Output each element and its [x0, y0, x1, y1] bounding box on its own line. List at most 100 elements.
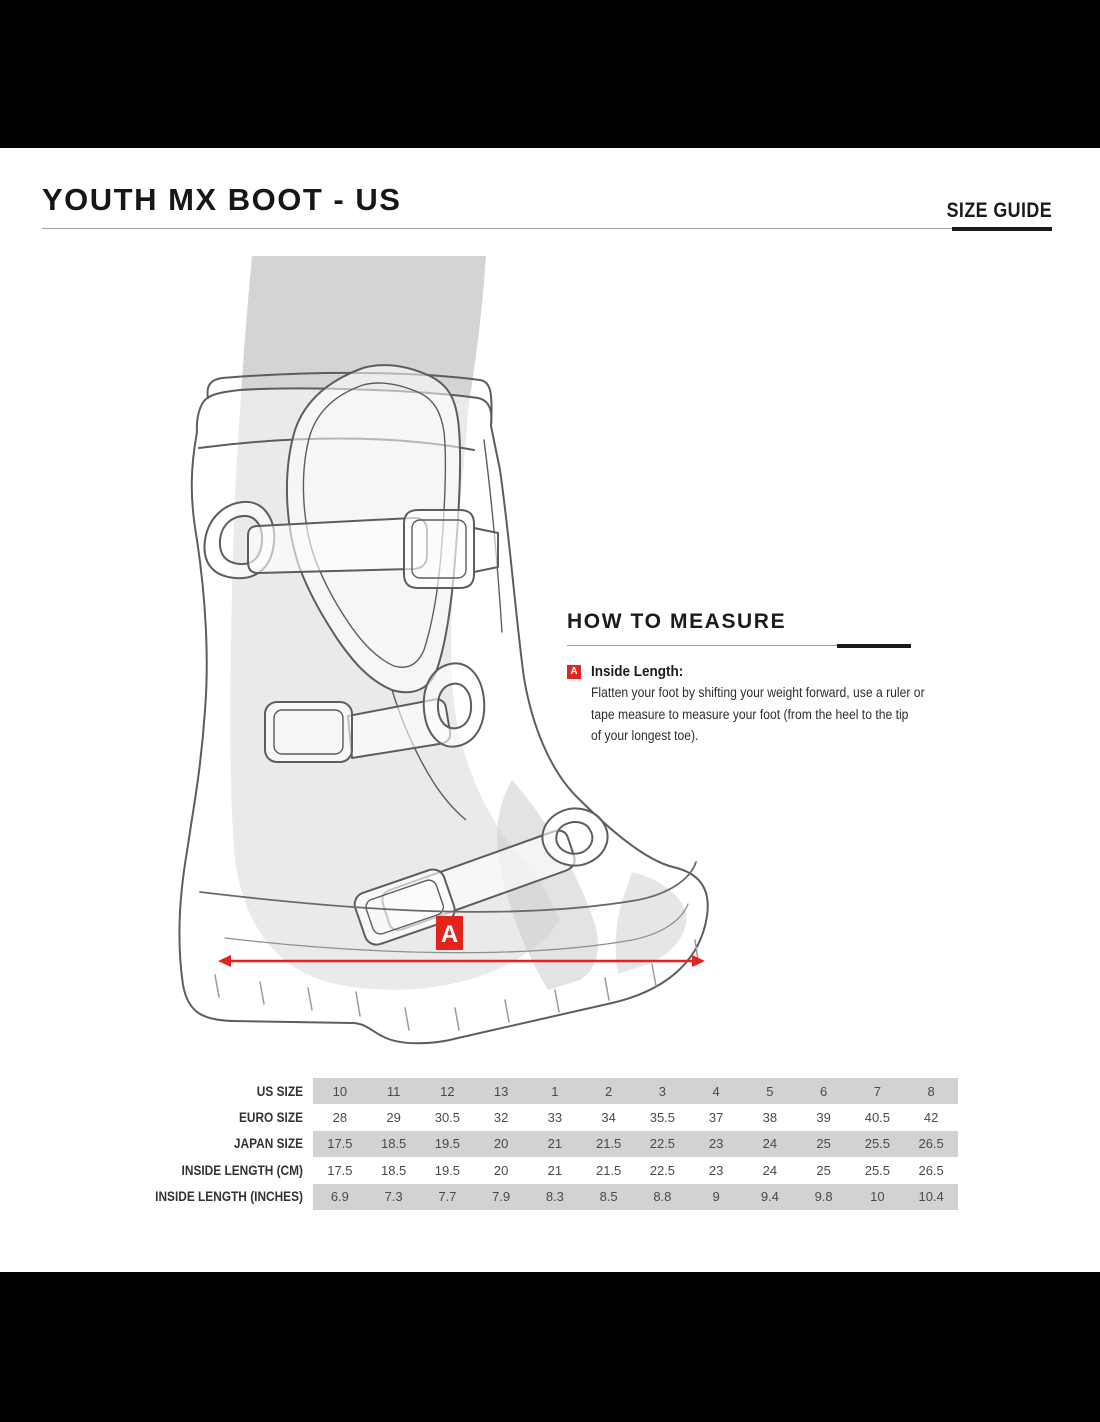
measure-marker-a: A — [441, 921, 458, 948]
size-cell: 23 — [708, 1162, 724, 1178]
size-cell: 25 — [816, 1162, 831, 1178]
size-cell: 21.5 — [595, 1162, 622, 1178]
size-cell: 35.5 — [649, 1110, 676, 1126]
size-cell: 13 — [493, 1083, 509, 1099]
size-cell: 25 — [816, 1136, 831, 1152]
inside-length-description: Flatten your foot by shifting your weigh… — [591, 682, 925, 747]
size-cell: 8.3 — [545, 1189, 564, 1205]
size-cell: 10 — [870, 1189, 885, 1205]
size-guide-label: SIZE GUIDE — [946, 199, 1052, 222]
row-values: 6.9 7.3 7.7 7.9 8.3 8.5 8.8 9 9.4 9.8 10 10.4 — [313, 1183, 958, 1210]
size-cell: 21.5 — [595, 1136, 622, 1152]
description-line: Flatten your foot by shifting your weigh… — [591, 685, 925, 700]
size-cell: 7 — [873, 1083, 881, 1099]
page-title: YOUTH MX BOOT - US — [42, 182, 402, 217]
size-cell: 26.5 — [918, 1136, 944, 1152]
size-cell: 3 — [658, 1083, 666, 1099]
size-cell: 7.9 — [492, 1189, 511, 1205]
row-label: US SIZE — [256, 1083, 303, 1099]
row-label: INSIDE LENGTH (INCHES) — [155, 1189, 303, 1205]
row-values: 17.5 18.5 19.5 20 21 21.5 22.5 23 24 25 25.5 26.5 — [313, 1157, 958, 1183]
size-cell: 19.5 — [434, 1136, 461, 1152]
size-cell: 37 — [708, 1110, 724, 1126]
row-label: EURO SIZE — [238, 1110, 303, 1126]
measure-text: Inside Length: Flatten your foot by shif… — [591, 663, 962, 747]
size-cell: 6 — [820, 1083, 828, 1099]
row-values: 17.5 18.5 19.5 20 21 21.5 22.5 23 24 25 25.5 26.5 — [313, 1130, 958, 1158]
size-cell: 28 — [332, 1110, 348, 1126]
row-label: INSIDE LENGTH (CM) — [181, 1162, 303, 1178]
size-cell: 9.8 — [814, 1189, 833, 1205]
size-cell: 24 — [762, 1162, 778, 1178]
size-cell: 22.5 — [649, 1136, 676, 1152]
size-cell: 11 — [386, 1083, 401, 1099]
how-to-measure-heading: HOW TO MEASURE — [567, 610, 787, 633]
boot-diagram: A — [178, 256, 709, 1045]
table-row: EURO SIZE 28 29 30.5 32 33 34 35.5 37 38 39 40.5 42 — [60, 1104, 958, 1130]
header-divider-accent — [952, 226, 1052, 231]
size-cell: 2 — [605, 1083, 613, 1099]
size-cell: 19.5 — [434, 1162, 461, 1178]
row-values: 10 11 12 13 1 2 3 4 5 6 7 8 — [313, 1078, 958, 1105]
size-cell: 17.5 — [327, 1136, 353, 1152]
size-cell: 21 — [547, 1162, 563, 1178]
table-row: US SIZE 10 11 12 13 1 2 3 4 5 6 7 8 — [60, 1078, 958, 1105]
size-table: US SIZE 10 11 12 13 1 2 3 4 5 6 7 8 EURO SIZE 28 29 30.5… — [60, 1078, 958, 1210]
how-to-measure-divider — [567, 643, 911, 648]
inside-length-label: Inside Length: — [591, 663, 684, 680]
letterbox-top — [0, 0, 1100, 148]
measure-item: A Inside Length: Flatten your foot by sh… — [567, 663, 927, 747]
size-cell: 20 — [493, 1136, 509, 1152]
content-area: YOUTH MX BOOT - US SIZE GUIDE — [0, 148, 1100, 1272]
how-to-measure-section: HOW TO MEASURE A Inside Length: Flatten … — [567, 610, 927, 747]
size-cell: 8 — [927, 1083, 935, 1099]
table-row: JAPAN SIZE 17.5 18.5 19.5 20 21 21.5 22.5 23 24 25… — [60, 1130, 958, 1158]
marker-a-badge: A — [567, 665, 581, 679]
size-cell: 7.3 — [384, 1189, 403, 1205]
size-cell: 40.5 — [864, 1110, 891, 1126]
size-cell: 25.5 — [864, 1162, 891, 1178]
size-cell: 8.5 — [599, 1189, 618, 1205]
size-cell: 33 — [547, 1110, 563, 1126]
size-cell: 10 — [332, 1083, 348, 1099]
buckle-middle — [264, 662, 486, 763]
buckle-top — [203, 500, 499, 589]
size-cell: 9 — [712, 1189, 720, 1205]
size-cell: 24 — [762, 1136, 778, 1152]
size-cell: 23 — [708, 1136, 724, 1152]
description-line: of your longest toe). — [591, 728, 699, 744]
size-cell: 6.9 — [330, 1189, 349, 1205]
size-cell: 4 — [712, 1083, 720, 1099]
size-cell: 26.5 — [918, 1162, 944, 1178]
description-line: tape measure to measure your foot (from … — [591, 706, 909, 722]
size-cell: 18.5 — [380, 1162, 407, 1178]
size-cell: 42 — [923, 1110, 939, 1126]
measure-arrow: A — [218, 916, 705, 967]
size-cell: 34 — [601, 1110, 616, 1126]
size-cell: 5 — [766, 1083, 774, 1099]
size-cell: 9.4 — [760, 1189, 779, 1205]
table-row: INSIDE LENGTH (INCHES) 6.9 7.3 7.7 7.9 8.3 8.5… — [60, 1183, 958, 1210]
size-cell: 30.5 — [434, 1110, 461, 1126]
row-label: JAPAN SIZE — [233, 1136, 303, 1152]
header-divider — [42, 226, 1052, 231]
sole-treads — [199, 861, 699, 1031]
size-cell: 12 — [440, 1083, 455, 1099]
size-cell: 7.7 — [438, 1189, 457, 1205]
how-to-measure-divider-accent — [837, 643, 911, 648]
size-cell: 18.5 — [380, 1136, 407, 1152]
foot-shading — [497, 780, 687, 990]
row-values: 28 29 30.5 32 33 34 35.5 37 38 39 40.5 42 — [313, 1104, 958, 1130]
buckle-bottom — [353, 807, 609, 946]
size-cell: 20 — [493, 1162, 509, 1178]
size-cell: 25.5 — [864, 1136, 891, 1152]
size-cell: 38 — [762, 1110, 778, 1126]
size-cell: 29 — [386, 1110, 401, 1126]
letterbox-bottom — [0, 1272, 1100, 1422]
size-cell: 10.4 — [918, 1189, 944, 1205]
size-cell: 22.5 — [649, 1162, 676, 1178]
size-cell: 8.8 — [653, 1189, 672, 1205]
table-row: INSIDE LENGTH (CM) 17.5 18.5 19.5 20 21 21.5 22… — [60, 1157, 958, 1183]
size-cell: 17.5 — [327, 1162, 353, 1178]
